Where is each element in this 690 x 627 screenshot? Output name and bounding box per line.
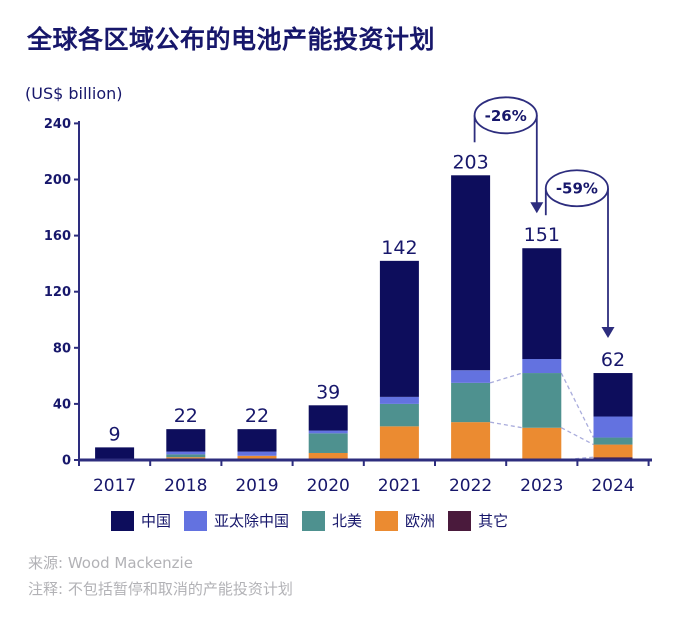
bar-segment-2022-欧洲 (451, 422, 491, 460)
bar-segment-2020-亚太除中国 (308, 430, 348, 434)
footer: 来源: Wood Mackenzie 注释: 不包括暂停和取消的产能投资计划 (28, 550, 293, 602)
y-axis-tick-label: 80 (53, 341, 71, 356)
bar-total-label: 151 (524, 224, 560, 246)
legend-swatch-icon (448, 510, 472, 531)
bar-segment-2018-亚太除中国 (166, 451, 206, 455)
bar-segment-2022-北美 (451, 382, 491, 423)
bar-segment-2021-中国 (379, 260, 419, 397)
bar-segment-2019-欧洲 (237, 455, 277, 460)
legend-swatch-icon (111, 510, 134, 531)
y-axis-tick-label: 160 (44, 229, 71, 244)
connector-line (560, 427, 594, 446)
legend-item-欧洲: 欧洲 (375, 510, 435, 531)
legend-label: 中国 (141, 512, 172, 530)
annotation-ellipse (544, 169, 609, 208)
legend-swatch-icon (375, 510, 399, 531)
connector-line (560, 372, 595, 438)
bar-segment-2023-欧洲 (522, 427, 562, 460)
y-axis-tick-label: 240 (44, 117, 71, 132)
bar-total-label: 22 (174, 405, 198, 427)
bar-segment-2019-中国 (237, 429, 277, 452)
legend-label: 其它 (478, 512, 509, 530)
x-axis-label: 2021 (378, 476, 421, 496)
bar-segment-2023-亚太除中国 (522, 359, 562, 374)
bar-segment-2021-北美 (379, 403, 419, 427)
x-axis-label: 2019 (235, 476, 278, 496)
x-axis-label: 2017 (93, 476, 136, 496)
bar-segment-2024-欧洲 (593, 444, 633, 458)
source-text: 来源: Wood Mackenzie (28, 554, 193, 572)
chart-title: 全球各区域公布的电池产能投资计划 (27, 25, 436, 54)
y-axis-tick-label: 0 (62, 454, 71, 469)
annotation-arrowhead-icon (601, 327, 615, 339)
note-text: 注释: 不包括暂停和取消的产能投资计划 (28, 580, 293, 598)
connector-line (489, 421, 523, 429)
legend-item-其它: 其它 (448, 510, 508, 531)
legend-item-亚太除中国: 亚太除中国 (184, 510, 289, 531)
x-axis-label: 2018 (164, 476, 207, 496)
legend-swatch-icon (302, 510, 326, 531)
chart-legend: 中国 亚太除中国 北美 欧洲 其它 (111, 510, 508, 531)
legend-item-北美: 北美 (302, 510, 362, 531)
annotation-arrowhead-icon (530, 202, 544, 214)
bar-total-label: 22 (245, 405, 269, 427)
y-axis-tick-label: 40 (53, 397, 71, 412)
bar-segment-2023-中国 (522, 248, 562, 360)
connector-line (489, 372, 523, 384)
bar-segment-2024-北美 (593, 437, 633, 445)
legend-label: 亚太除中国 (214, 512, 290, 530)
bar-total-label: 142 (381, 237, 417, 259)
y-axis-tick-label: 120 (44, 285, 71, 300)
bar-total-label: 203 (452, 151, 488, 173)
annotation-ellipse (473, 96, 538, 135)
bar-total-label: 39 (316, 381, 340, 403)
x-axis-label: 2022 (449, 476, 492, 496)
bar-segment-2021-亚太除中国 (379, 396, 419, 404)
annotation-label: -59% (556, 180, 598, 198)
legend-label: 欧洲 (405, 512, 436, 530)
bar-segment-2017-中国 (95, 447, 135, 460)
x-axis-label: 2024 (591, 476, 634, 496)
unit-label: (US$ billion) (25, 84, 123, 103)
bar-total-label: 9 (109, 423, 121, 445)
bar-segment-2023-北美 (522, 373, 562, 428)
legend-label: 北美 (332, 512, 363, 530)
bar-segment-2020-欧洲 (308, 452, 348, 460)
bar-segment-2020-中国 (308, 405, 348, 431)
y-axis-tick-label: 200 (44, 173, 71, 188)
annotation-label: -26% (485, 107, 527, 125)
bar-segment-2024-中国 (593, 373, 633, 417)
x-axis-label: 2023 (520, 476, 563, 496)
bar-segment-2018-中国 (166, 429, 206, 452)
bar-total-label: 62 (601, 349, 625, 371)
bar-segment-2022-中国 (451, 175, 491, 371)
bar-segment-2018-北美 (166, 454, 206, 458)
bar-segment-2019-亚太除中国 (237, 451, 277, 456)
legend-swatch-icon (184, 510, 208, 531)
bar-segment-2022-亚太除中国 (451, 370, 491, 383)
x-axis-label: 2020 (307, 476, 350, 496)
bar-segment-2020-北美 (308, 433, 348, 453)
bar-segment-2021-欧洲 (379, 426, 419, 460)
legend-item-中国: 中国 (111, 510, 171, 531)
bar-segment-2024-亚太除中国 (593, 416, 633, 438)
